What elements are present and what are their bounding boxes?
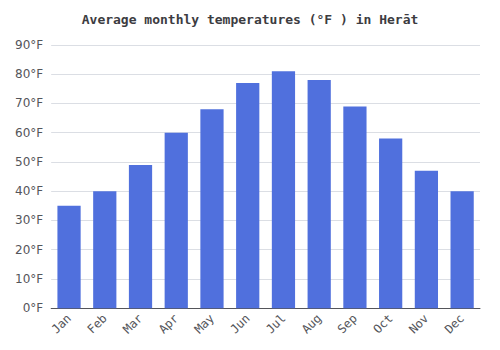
svg-text:Jun: Jun [227,311,252,336]
svg-text:May: May [192,311,217,336]
svg-text:Dec: Dec [442,311,467,336]
svg-text:Jan: Jan [49,311,74,336]
svg-text:Sep: Sep [335,311,360,336]
svg-text:Jul: Jul [263,311,288,336]
svg-text:Mar: Mar [120,311,145,336]
svg-text:90°F: 90°F [15,38,43,52]
svg-text:Aug: Aug [299,311,324,336]
svg-text:Average monthly temperatures (: Average monthly temperatures (°F ) in He… [82,12,419,27]
svg-text:70°F: 70°F [15,96,43,110]
svg-text:0°F: 0°F [23,301,44,315]
svg-text:40°F: 40°F [15,184,43,198]
svg-text:80°F: 80°F [15,67,43,81]
svg-text:10°F: 10°F [15,272,43,286]
svg-text:Oct: Oct [370,311,395,336]
svg-text:Feb: Feb [85,311,110,336]
svg-text:20°F: 20°F [15,243,43,257]
svg-text:30°F: 30°F [15,213,43,227]
svg-text:Nov: Nov [406,311,431,336]
svg-text:Apr: Apr [156,311,181,336]
svg-text:50°F: 50°F [15,155,43,169]
svg-text:60°F: 60°F [15,126,43,140]
